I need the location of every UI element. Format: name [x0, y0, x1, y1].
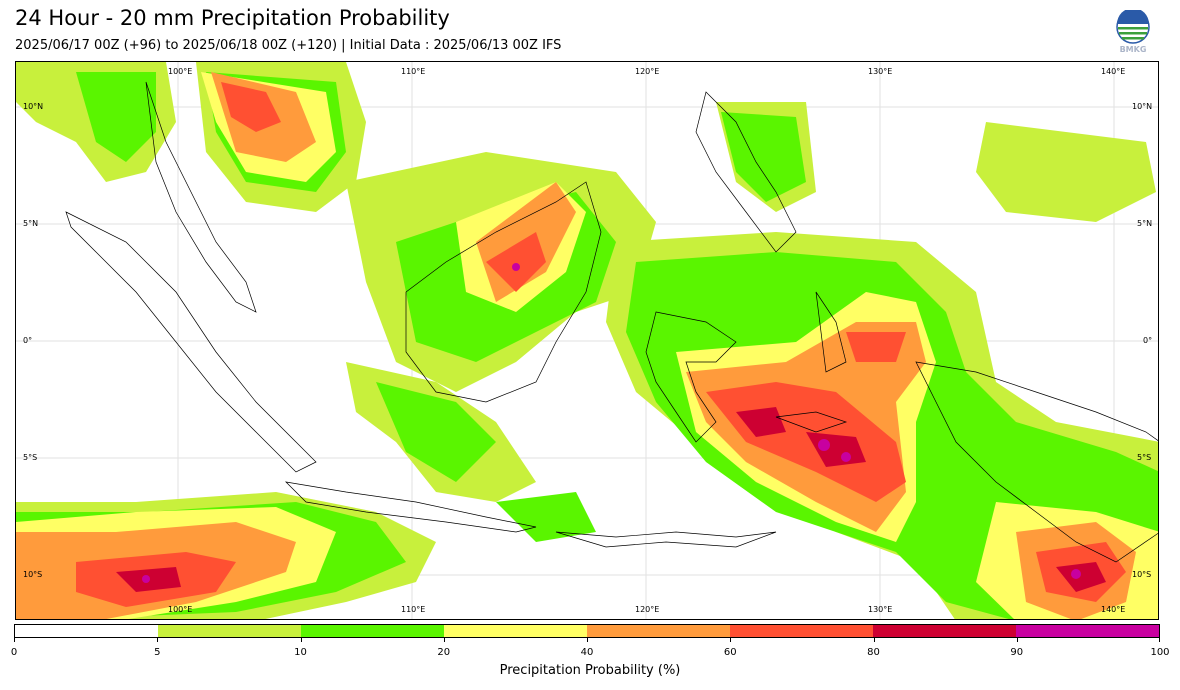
lon-label-140e-bottom: 140°E [1101, 605, 1126, 614]
chart-title: 24 Hour - 20 mm Precipitation Probabilit… [15, 6, 450, 30]
colorbar-segment [587, 625, 730, 637]
colorbar-tick-label: 10 [294, 647, 307, 658]
colorbar [14, 624, 1160, 638]
bmkg-logo: BMKG [1114, 8, 1152, 54]
colorbar-tick-label: 0 [10, 647, 18, 658]
colorbar-tick-mark [587, 638, 588, 642]
lon-label-140e-top: 140°E [1101, 67, 1126, 76]
lat-label-5s-left: 5°S [23, 453, 38, 462]
colorbar-tick-mark [300, 638, 302, 642]
colorbar-segment [730, 625, 873, 637]
lon-label-100e-bottom: 100°E [168, 605, 193, 614]
colorbar-segment [1016, 625, 1159, 637]
lon-label-110e-bottom: 110°E [401, 605, 426, 614]
colorbar-segment [444, 625, 587, 637]
colorbar-segment [158, 625, 301, 637]
lon-label-120e-top: 120°E [635, 67, 660, 76]
lat-label-5n-right: 5°N [1137, 219, 1153, 228]
precipitation-map: 100°E 110°E 120°E 130°E 140°E 100°E 110°… [15, 61, 1159, 620]
lon-label-100e-top: 100°E [168, 67, 193, 76]
colorbar-tick-mark [1159, 638, 1160, 642]
lon-label-130e-top: 130°E [868, 67, 893, 76]
colorbar-tick-mark [14, 638, 15, 642]
lat-label-5s-right: 5°S [1137, 453, 1152, 462]
lon-label-130e-bottom: 130°E [868, 605, 893, 614]
colorbar-tick-label: 5 [154, 647, 161, 658]
lat-label-10n-right: 10°N [1132, 102, 1153, 111]
colorbar-tick-mark [730, 638, 732, 642]
colorbar-tick-label: 80 [867, 647, 880, 658]
colorbar-tick-label: 60 [723, 647, 737, 658]
colorbar-tick-mark [1016, 638, 1018, 642]
logo-text: BMKG [1120, 45, 1147, 54]
lat-label-5n-left: 5°N [23, 219, 39, 228]
chart-subtitle: 2025/06/17 00Z (+96) to 2025/06/18 00Z (… [15, 38, 562, 53]
coastlines [65, 81, 1158, 563]
lon-label-110e-top: 110°E [401, 67, 426, 76]
colorbar-tick-mark [873, 638, 875, 642]
colorbar-segment [15, 625, 158, 637]
colorbar-tick-mark [157, 638, 159, 642]
colorbar-tick-label: 40 [580, 647, 594, 658]
colorbar-tick-label: 20 [437, 647, 451, 658]
colorbar-segment [873, 625, 1016, 637]
colorbar-segment [301, 625, 444, 637]
lon-label-120e-bottom: 120°E [635, 605, 660, 614]
lat-label-10s-left: 10°S [23, 570, 43, 579]
prob-90-100-layer [142, 263, 1081, 583]
colorbar-tick-mark [443, 638, 445, 642]
map-canvas [16, 62, 1158, 619]
colorbar-tick-label: 100 [1150, 647, 1170, 658]
colorbar-tick-label: 90 [1010, 647, 1024, 658]
lat-label-10s-right: 10°S [1132, 570, 1152, 579]
colorbar-title: Precipitation Probability (%) [499, 663, 681, 678]
lat-label-0-left: 0° [23, 336, 33, 345]
lat-label-10n-left: 10°N [23, 102, 44, 111]
lat-label-0-right: 0° [1143, 336, 1153, 345]
